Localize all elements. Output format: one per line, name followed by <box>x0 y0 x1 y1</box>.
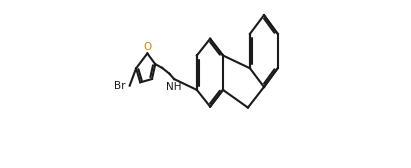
Text: Br: Br <box>114 81 125 91</box>
Text: O: O <box>143 42 151 52</box>
Text: NH: NH <box>166 81 181 92</box>
